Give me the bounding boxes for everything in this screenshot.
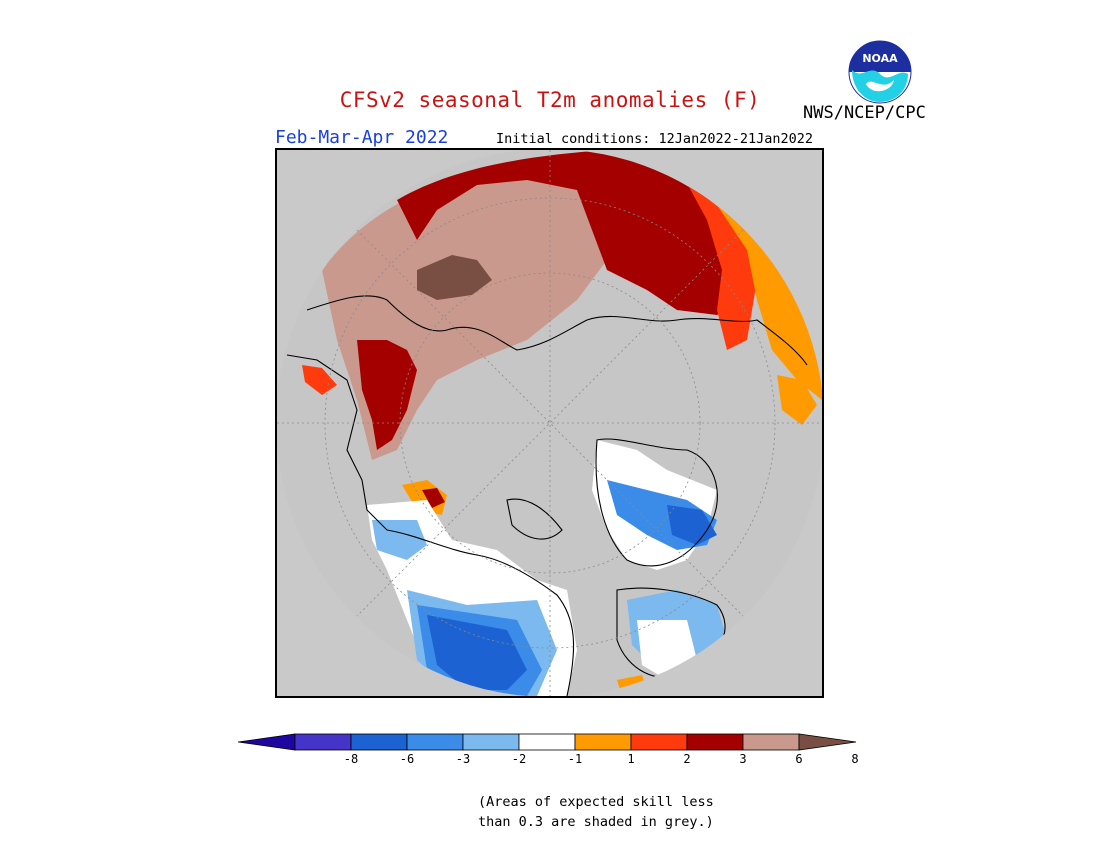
anomaly-region-east-red <box>677 165 757 350</box>
legend-swatch <box>630 733 688 751</box>
legend-tick-label: -2 <box>511 752 527 766</box>
legend-tick-label: 3 <box>739 752 747 766</box>
legend-arrow-high <box>798 733 857 751</box>
coastlines <box>286 295 808 696</box>
legend-swatch <box>350 733 408 751</box>
anomaly-region-west-darkred <box>357 340 417 450</box>
grid-lines <box>277 150 822 696</box>
noaa-logo: NOAA <box>848 40 912 104</box>
color-legend <box>238 733 857 751</box>
legend-tick-label: 2 <box>683 752 691 766</box>
forecast-map <box>275 148 824 698</box>
anomaly-region-siberia-darkred <box>397 150 737 315</box>
legend-tick-label: -1 <box>567 752 583 766</box>
legend-swatch <box>686 733 744 751</box>
legend-tick-label: 8 <box>851 752 859 766</box>
legend-tick-label: -6 <box>399 752 415 766</box>
legend-swatch <box>574 733 632 751</box>
anomaly-region-europe-red <box>302 365 337 395</box>
skill-note-line-1: (Areas of expected skill less <box>478 794 714 810</box>
season-label: Feb-Mar-Apr 2022 <box>275 127 449 148</box>
legend-swatch <box>294 733 352 751</box>
anomaly-region-greenland-darkblue <box>667 505 717 545</box>
skill-note: (Areas of expected skill less than 0.3 a… <box>478 792 714 832</box>
legend-tick-label: 6 <box>795 752 803 766</box>
anomaly-region-japan-orange <box>777 375 817 425</box>
legend-swatch <box>742 733 800 751</box>
legend-tick-label: -3 <box>455 752 471 766</box>
legend-arrow-low <box>238 733 296 751</box>
anomaly-region-brown <box>417 255 492 300</box>
agency-label: NWS/NCEP/CPC <box>803 103 926 123</box>
anomaly-region-na-darkblue <box>427 615 527 690</box>
noaa-logo-text: NOAA <box>862 52 898 65</box>
legend-tick-label: 1 <box>627 752 635 766</box>
skill-note-line-2: than 0.3 are shaded in grey.) <box>478 814 714 830</box>
anomaly-region-east-orange <box>707 190 822 400</box>
legend-tick-label: -8 <box>343 752 359 766</box>
anomaly-region-alaska-darkred <box>422 488 445 508</box>
chart-title: CFSv2 seasonal T2m anomalies (F) <box>339 88 761 112</box>
polar-map <box>277 150 822 696</box>
legend-swatch <box>462 733 520 751</box>
legend-swatch <box>518 733 576 751</box>
initial-conditions-label: Initial conditions: 12Jan2022-21Jan2022 <box>496 131 813 147</box>
legend-swatch <box>406 733 464 751</box>
